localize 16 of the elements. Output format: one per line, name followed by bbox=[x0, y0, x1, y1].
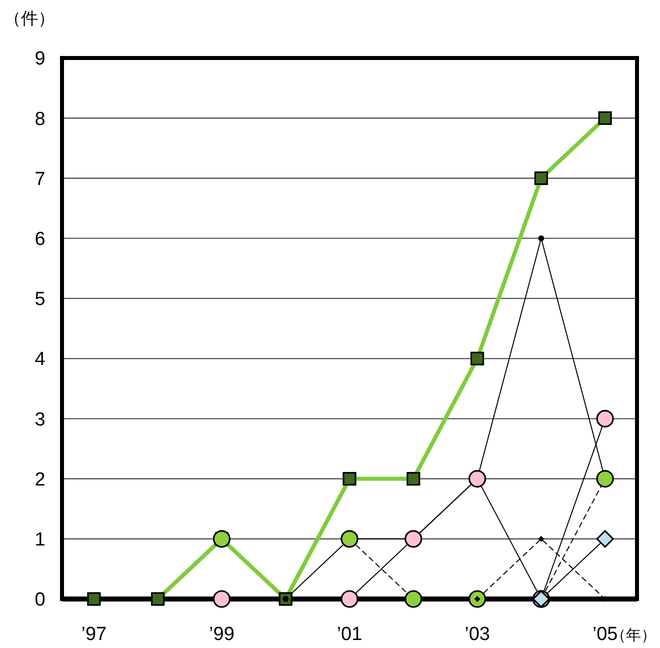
y-tick-label: 0 bbox=[34, 590, 46, 611]
y-tick-label: 8 bbox=[34, 108, 46, 130]
x-tick-label: ’99 bbox=[209, 624, 234, 645]
y-tick-label: 5 bbox=[34, 289, 46, 310]
y-tick-label: 4 bbox=[34, 349, 46, 370]
x-tick-label: ’01 bbox=[336, 624, 362, 645]
y-tick-label: 1 bbox=[34, 530, 46, 551]
y-axis-title: （件） bbox=[4, 9, 55, 28]
y-tick-label: 6 bbox=[34, 228, 46, 250]
x-tick-label: ’03 bbox=[464, 624, 490, 645]
y-tick-label: 3 bbox=[34, 409, 46, 430]
y-tick-label: 9 bbox=[34, 48, 46, 70]
x-tick-label: ’97 bbox=[81, 624, 107, 645]
y-tick-label: 7 bbox=[34, 168, 46, 190]
x-tick-label: ’05 bbox=[592, 624, 618, 645]
y-tick-label: 2 bbox=[34, 469, 46, 490]
